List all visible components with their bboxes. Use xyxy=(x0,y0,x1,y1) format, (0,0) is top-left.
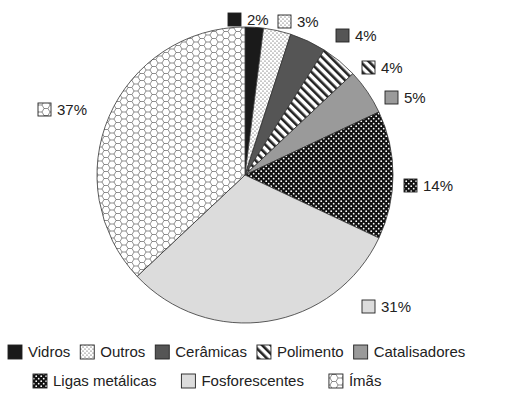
legend-swatch xyxy=(257,345,271,359)
data-label: 5% xyxy=(404,89,426,106)
legend-label: Polimento xyxy=(277,343,344,360)
data-label: 37% xyxy=(57,101,87,118)
label-swatch xyxy=(404,179,417,192)
chart: 2%3%4%4%5%14%31%37%VidrosOutrosCerâmicas… xyxy=(0,0,531,396)
legend-label: Catalisadores xyxy=(374,343,466,360)
legend-label: Vidros xyxy=(28,343,70,360)
legend-label: Fosforescentes xyxy=(201,372,304,389)
legend-swatch xyxy=(155,345,169,359)
data-label: 3% xyxy=(297,13,319,30)
label-swatch xyxy=(38,103,51,116)
legend-label: Cerâmicas xyxy=(175,343,247,360)
legend-label: Ímãs xyxy=(349,372,382,389)
legend-label: Ligas metálicas xyxy=(53,372,156,389)
data-label: 31% xyxy=(381,298,411,315)
legend-swatch xyxy=(181,374,195,388)
label-swatch xyxy=(228,13,241,26)
data-label: 4% xyxy=(381,59,403,76)
legend-swatch xyxy=(329,374,343,388)
data-label: 4% xyxy=(355,27,377,44)
legend-swatch xyxy=(80,345,94,359)
data-label: 2% xyxy=(247,11,269,28)
pie-slice xyxy=(97,27,245,276)
legend-swatch xyxy=(354,345,368,359)
label-swatch xyxy=(385,91,398,104)
data-labels: 2%3%4%4%5%14%31%37% xyxy=(38,11,453,315)
slices xyxy=(97,27,393,323)
label-swatch xyxy=(278,15,291,28)
label-swatch xyxy=(362,61,375,74)
legend-swatch xyxy=(8,345,22,359)
label-swatch xyxy=(336,29,349,42)
data-label: 14% xyxy=(423,177,453,194)
label-swatch xyxy=(362,300,375,313)
legend-swatch xyxy=(33,374,47,388)
legend-label: Outros xyxy=(100,343,145,360)
legend: Vidros Outros Cerâmicas Polimento Catalisado… xyxy=(8,343,465,389)
